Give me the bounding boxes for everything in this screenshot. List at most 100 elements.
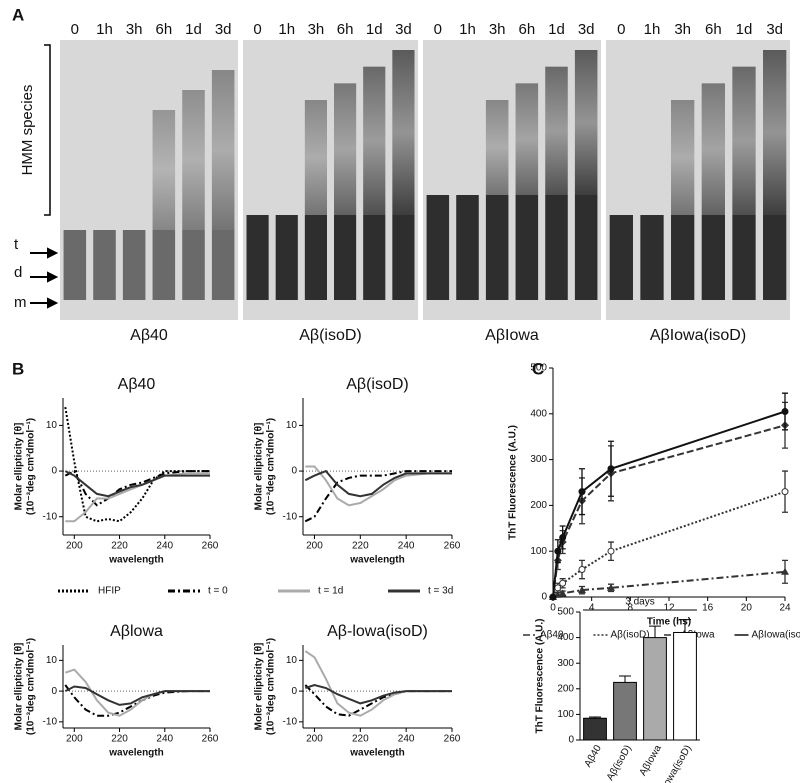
hmm-bracket: [44, 44, 51, 216]
blot-band: [515, 195, 539, 300]
blot-image: [60, 40, 238, 320]
blot-band: [93, 230, 116, 300]
lane-label: 3d: [578, 21, 595, 38]
x-tick-label: Aβ(isoD): [605, 743, 634, 782]
series-line: [304, 650, 452, 717]
lane-label: 6h: [518, 21, 535, 38]
blot-band: [392, 215, 415, 300]
y-axis-label: Molar ellipticity [θ]: [254, 423, 265, 511]
series-line: [552, 570, 786, 598]
hmm-label: HMM species: [19, 85, 36, 176]
bar: [583, 717, 607, 741]
blot-band: [426, 195, 450, 300]
y-tick-label: -10: [283, 511, 298, 522]
legend-label: HFIP: [98, 586, 121, 597]
point: [607, 583, 615, 591]
y-tick-label: 100: [557, 709, 574, 720]
annotation: 3 days: [625, 597, 654, 608]
x-tick-label: 260: [202, 541, 219, 552]
y-tick-label: 100: [530, 546, 547, 557]
y-tick-label: 10: [46, 655, 58, 666]
y-tick-label: 0: [51, 686, 57, 697]
panel-letter: A: [12, 5, 24, 24]
blot-band: [304, 215, 327, 300]
panel-letter: B: [12, 359, 24, 378]
point: [578, 586, 586, 594]
x-tick-label: 240: [156, 734, 173, 745]
x-tick-label: 16: [702, 603, 714, 614]
y-axis-label: ThT Fluorescence (A.U.): [508, 425, 519, 540]
x-tick-label: 24: [779, 603, 791, 614]
lane-label: 1h: [96, 21, 113, 38]
y-tick-label: -10: [43, 511, 58, 522]
blot-band: [63, 230, 87, 300]
blot-smear: [392, 50, 415, 215]
blot-band: [246, 215, 269, 300]
blot-band: [574, 195, 598, 300]
blot-smear: [152, 110, 176, 230]
point: [549, 593, 557, 601]
point: [781, 408, 789, 416]
lane-label: 0: [71, 21, 79, 38]
x-tick-label: 220: [111, 541, 128, 552]
y-tick-label: 200: [557, 683, 574, 694]
panel-letter: C: [532, 359, 544, 378]
point: [781, 567, 789, 575]
blot-smear: [304, 100, 327, 215]
y-axis-label: Molar ellipticity [θ]: [14, 643, 25, 731]
blot-band: [456, 195, 479, 300]
y-tick-label: 0: [568, 735, 574, 746]
x-axis-label: wavelength: [108, 555, 163, 566]
blot-smear: [574, 50, 598, 195]
blot-image: [423, 40, 601, 320]
y-axis-label: (10⁻³deg cm²dmol⁻¹): [266, 638, 277, 735]
blot-band: [182, 230, 205, 300]
x-tick-label: 260: [444, 734, 461, 745]
blot-label: Aβ(isoD): [299, 327, 362, 344]
blot-smear: [363, 66, 386, 216]
y-tick-label: 10: [46, 420, 58, 431]
series-line: [64, 469, 210, 507]
y-axis-label: ThT Fluorescence (A.U.): [535, 618, 546, 733]
y-axis-label: Moler ellipticity [θ]: [254, 643, 265, 731]
series-line: [64, 668, 210, 717]
legend-label: t = 0: [208, 586, 228, 597]
blot-band: [334, 215, 357, 300]
x-tick-label: 8: [628, 603, 634, 614]
lane-label: 0: [617, 21, 625, 38]
bar: [643, 637, 667, 741]
series-line: [304, 683, 452, 705]
point: [781, 488, 789, 496]
chart-title: Aβ-lowa(isoD): [327, 623, 428, 640]
x-axis-label: Time (hs): [647, 617, 691, 628]
blot-smear: [671, 100, 695, 215]
error-bar: [649, 625, 661, 638]
lane-label: 1d: [736, 21, 753, 38]
series-line: [552, 410, 786, 598]
y-axis-label: (10⁻³deg cm²dmol⁻¹): [266, 418, 277, 515]
y-tick-label: 300: [530, 454, 547, 465]
series-line: [64, 685, 210, 706]
x-tick-label: 200: [66, 541, 83, 552]
x-tick-label: 220: [111, 734, 128, 745]
blot-band: [211, 230, 235, 300]
blot-label: AβIowa(isoD): [650, 327, 746, 344]
lane-label: 0: [434, 21, 442, 38]
series-line: [65, 472, 210, 523]
legend-label: AβIowa: [681, 630, 715, 641]
lane-label: 6h: [155, 21, 172, 38]
blot-band: [363, 215, 386, 300]
point: [607, 465, 615, 473]
blot-band: [122, 230, 146, 300]
y-tick-label: 200: [530, 500, 547, 511]
blot-panel: [60, 40, 790, 320]
blot-band: [152, 230, 176, 300]
x-tick-label: 0: [550, 603, 556, 614]
blot-band: [701, 215, 725, 300]
point: [558, 589, 567, 597]
lane-label: 6h: [705, 21, 722, 38]
x-tick-label: 240: [398, 734, 415, 745]
legend-label: t = 3d: [428, 586, 453, 597]
series-line: [552, 424, 786, 598]
lane-label: 3h: [674, 21, 691, 38]
